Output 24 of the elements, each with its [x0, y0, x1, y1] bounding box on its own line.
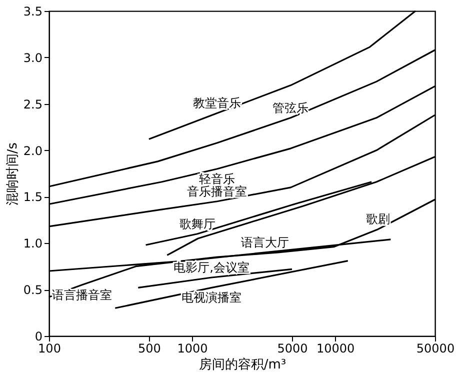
annotation: 电视演播室 — [182, 290, 242, 305]
annotation: 歌剧 — [366, 212, 390, 226]
y-tick-label: 1.0 — [23, 236, 42, 251]
x-tick-label: 100 — [38, 342, 61, 356]
annotation: 管弦乐 — [272, 100, 309, 115]
x-tick-label: 50000 — [416, 342, 455, 356]
y-tick-label: 2.0 — [23, 144, 42, 158]
y-tick-label: 3.0 — [23, 50, 42, 65]
annotation: 电影厅,会议室 — [174, 260, 250, 274]
annotation: 语言大厅 — [241, 235, 290, 250]
x-tick-label: 500 — [138, 342, 161, 356]
annotation: 音乐播音室 — [187, 184, 248, 198]
x-tick-label: 1000 — [177, 342, 208, 356]
x-tick-label: 5000 — [277, 342, 308, 356]
y-tick-label: 2.5 — [23, 97, 42, 112]
y-tick-label: 0 — [34, 330, 42, 344]
y-tick-label: 3.5 — [23, 4, 42, 18]
y-axis-title: 混响时间/s — [5, 142, 20, 206]
x-axis-title: 房间的容积/m³ — [198, 356, 286, 372]
x-tick-label: 10000 — [316, 342, 355, 356]
annotation: 轻音乐 — [199, 172, 236, 186]
annotation: 歌舞厅 — [179, 216, 216, 231]
y-tick-label: 1.5 — [23, 190, 42, 204]
y-tick-label: 0.5 — [23, 283, 42, 298]
